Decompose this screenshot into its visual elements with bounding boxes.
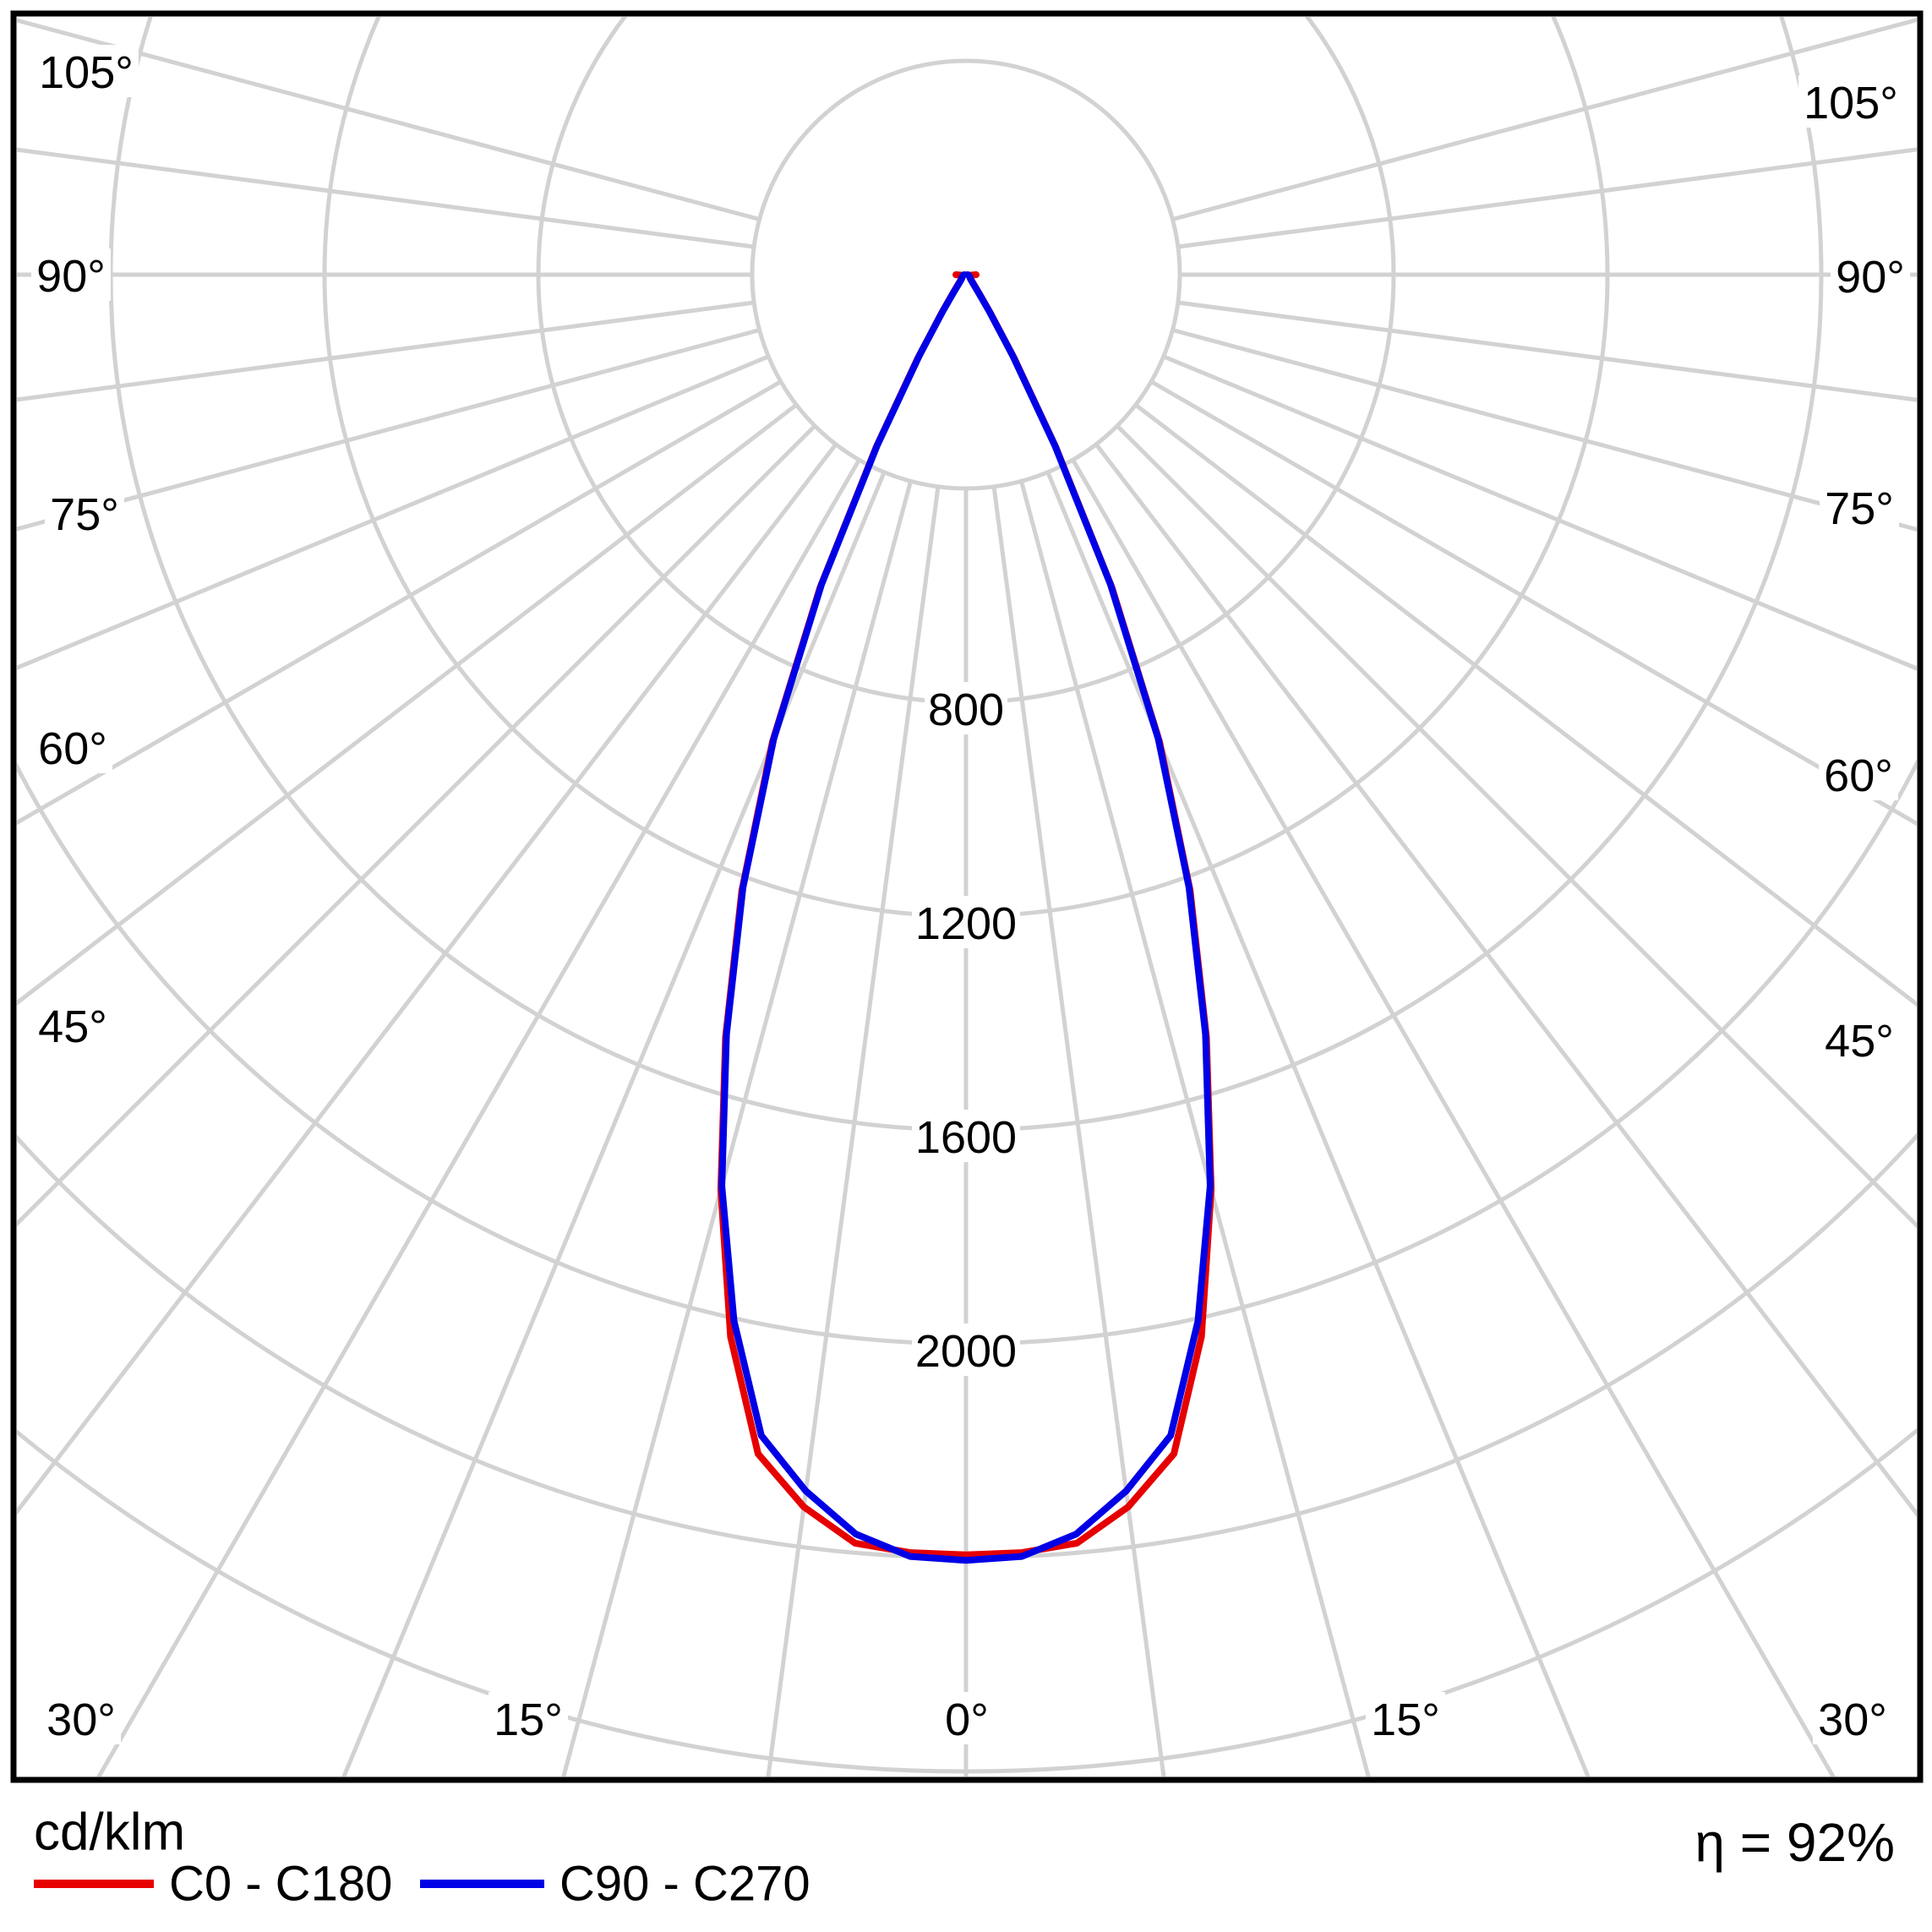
grid-radial-52.5-left — [17, 403, 798, 1006]
grid-radial-45-left — [17, 424, 816, 1227]
angle-label-bottom-3: 15° — [1371, 1695, 1440, 1745]
angle-label-left-105deg-bg — [34, 45, 139, 97]
angle-label-bottom-0: 30° — [46, 1695, 116, 1745]
grid-radial-45-right — [1116, 424, 1917, 1229]
radial-tick-label-800: 800 — [928, 685, 1004, 735]
angle-label-right-75deg-bg — [1820, 481, 1899, 533]
plot-border — [10, 10, 1924, 1783]
angle-label-right-75deg: 75° — [1825, 483, 1894, 534]
radial-tick-label-1600: 1600 — [915, 1112, 1017, 1163]
intensity-curves — [717, 271, 1215, 1564]
legend: cd/klm C0 - C180 C90 - C270 η = 92% — [34, 1804, 1895, 1912]
unit-label: cd/klm — [34, 1804, 185, 1862]
angle-label-left-105deg: 105° — [39, 47, 134, 98]
angle-label-right-90deg-bg — [1831, 249, 1910, 302]
radial-tick-label-2000-bg — [912, 1323, 1020, 1376]
grid-radial-67.5-left — [17, 354, 770, 670]
grid-radial-22.5-right — [1045, 471, 1591, 1776]
angle-label-right-105deg-bg — [1798, 75, 1903, 128]
angle-label-bottom-2-bg — [940, 1692, 994, 1744]
angle-label-left-90deg-bg — [31, 248, 111, 301]
angle-label-right-90deg: 90° — [1836, 252, 1905, 303]
grid-radial-60-left — [17, 379, 783, 826]
angle-label-bottom-1-bg — [488, 1692, 568, 1744]
grid-radial-15-left — [561, 480, 913, 1776]
angle-label-right-60deg-bg — [1819, 748, 1898, 800]
grid-radial-52.5-right — [1134, 403, 1917, 1007]
grid-radial-82.5-left — [17, 300, 755, 402]
angle-label-right-105deg: 105° — [1804, 78, 1898, 128]
grid-radial-15-right — [1019, 480, 1371, 1776]
angle-label-left-45deg-bg — [33, 999, 112, 1051]
angle-label-left-60deg-bg — [33, 721, 112, 773]
angle-label-right-45deg-bg — [1820, 1013, 1899, 1066]
grid-radial-82.5-right — [1177, 300, 1917, 402]
angle-label-bottom-3-bg — [1366, 1692, 1445, 1744]
efficiency-label: η = 92% — [1695, 1812, 1895, 1873]
radial-tick-label-1600-bg — [912, 1110, 1020, 1162]
angle-label-left-75deg-bg — [45, 487, 124, 539]
grid-radial-67.5-right — [1162, 354, 1917, 671]
legend-label-c0: C0 - C180 — [169, 1857, 392, 1912]
grid-radial-75-left — [17, 328, 761, 532]
radial-tick-label-1200: 1200 — [915, 898, 1017, 949]
angle-label-left-90deg: 90° — [36, 251, 106, 302]
grid-radial-75-right — [1171, 328, 1917, 532]
angle-label-bottom-4: 30° — [1818, 1695, 1887, 1745]
grid-radial-37.5-right — [1094, 443, 1917, 1518]
angle-label-right-60deg: 60° — [1824, 750, 1893, 801]
grid-radial-22.5-left — [341, 471, 887, 1776]
angle-label-left-45deg: 45° — [38, 1001, 107, 1052]
grid-radial-7.5-right — [991, 486, 1166, 1776]
radial-tick-label-1200-bg — [912, 896, 1020, 948]
angle-label-bottom-4-bg — [1813, 1692, 1892, 1744]
axis-labels: 105° 90° 75° 60° 45° 105° 90° 75° 60° 45° 30° 15° 0°… — [31, 45, 1910, 1745]
legend-label-c90: C90 - C270 — [559, 1857, 810, 1912]
angle-label-bottom-1: 15° — [494, 1695, 563, 1745]
grid-radial-60-right — [1149, 379, 1917, 827]
angle-label-right-45deg: 45° — [1825, 1016, 1894, 1067]
grid-radial-105-right — [1171, 17, 1917, 221]
curve-C90-C270 — [718, 271, 1214, 1564]
grid-radial-37.5-left — [17, 443, 838, 1515]
radial-tick-label-800-bg — [925, 682, 1007, 734]
grid-radial-97.5-left — [17, 147, 755, 249]
angle-label-left-75deg: 75° — [50, 489, 119, 540]
grid-radial-97.5-right — [1177, 147, 1917, 249]
radial-tick-label-2000: 2000 — [915, 1326, 1017, 1377]
grid-radial-30-left — [96, 458, 861, 1776]
angle-label-bottom-0-bg — [41, 1692, 121, 1744]
grid-radial-105-left — [17, 18, 761, 221]
grid-radial-7.5-left — [766, 486, 941, 1776]
angle-label-left-60deg: 60° — [38, 723, 107, 774]
grid-radial-30-right — [1071, 458, 1836, 1776]
angle-label-bottom-2: 0° — [945, 1695, 989, 1745]
